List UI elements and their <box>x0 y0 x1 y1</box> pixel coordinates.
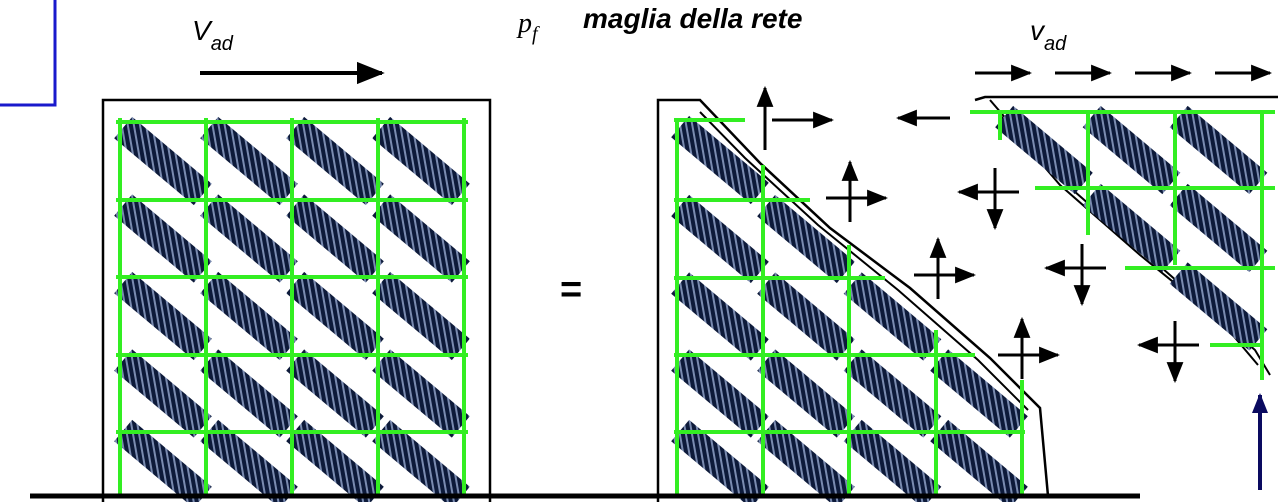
reinforcement-bar <box>671 194 769 284</box>
mesh-symbol: pf <box>516 8 540 45</box>
reinforcement-bar <box>114 349 212 438</box>
reinforcement-bar <box>843 272 942 361</box>
reinforcement-bar <box>114 116 212 206</box>
panel-outline <box>101 98 492 502</box>
frame-corner <box>0 0 57 107</box>
reinforcement-bar <box>372 194 470 283</box>
reinforcement-bar <box>286 349 384 438</box>
reinforcement-bar <box>671 419 769 502</box>
crack-edge <box>974 95 1278 102</box>
equals-sign: = <box>560 269 582 311</box>
reinforcement-bar <box>671 115 769 205</box>
reinforcement-bar <box>1169 262 1268 351</box>
reinforcement-bar <box>671 272 769 361</box>
reinforcement-bar <box>930 419 1028 502</box>
reinforcement-bar <box>843 419 942 502</box>
reinforcement-bar <box>930 349 1028 438</box>
reinforcement-bar <box>995 105 1093 195</box>
mesh-label: maglia della rete <box>583 3 802 34</box>
reinforcement-bar <box>372 419 470 502</box>
reinforcement-bar <box>757 194 855 284</box>
crack-edge <box>699 111 1029 411</box>
left-shear-label: Vad <box>192 15 234 55</box>
reinforcement-bar <box>200 349 298 438</box>
reinforcement-bar <box>1169 105 1268 195</box>
reinforcement-bar <box>1169 183 1268 273</box>
reinforcement-bar <box>757 419 855 502</box>
reinforcement-bar <box>114 194 212 283</box>
reinforcement-bar <box>843 349 942 438</box>
reinforcement-bar <box>200 194 298 283</box>
reinforcement-bar <box>372 116 470 206</box>
reinforcement-bar <box>757 349 855 438</box>
reinforcement-bar <box>671 349 769 438</box>
reinforcement-bar <box>200 271 298 361</box>
reinforcement-bar <box>114 271 212 361</box>
reinforcement-bar <box>1082 183 1181 273</box>
reinforcement-bar <box>372 271 470 361</box>
reinforcement-bar <box>286 271 384 361</box>
reinforcement-bar <box>372 349 470 438</box>
reinforcement-bar <box>114 419 212 502</box>
reinforcement-bar <box>200 419 298 502</box>
reinforcement-bar <box>200 116 298 206</box>
reinforcement-bar <box>286 194 384 283</box>
reinforcement-bar <box>1082 105 1181 195</box>
reinforcement-bar <box>286 419 384 502</box>
right-shear-label: vad <box>1030 15 1067 55</box>
reinforcement-bar <box>757 272 855 361</box>
reinforcement-bar <box>286 116 384 206</box>
